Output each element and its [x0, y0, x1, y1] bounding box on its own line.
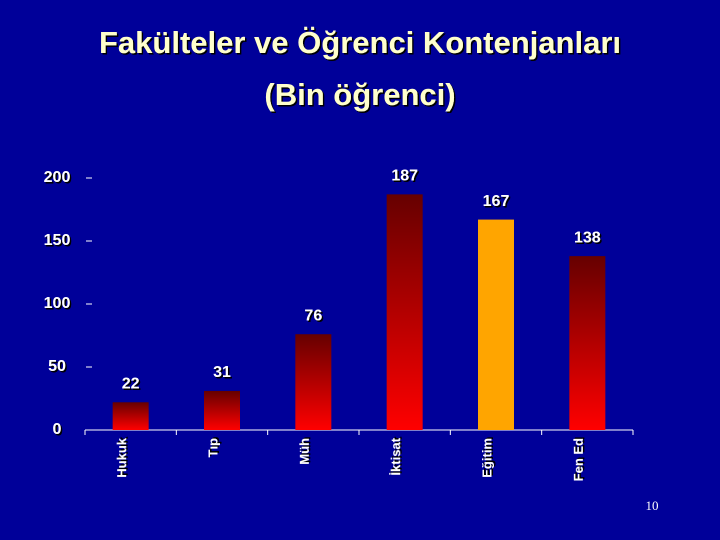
- x-tick-label: Eğitim: [479, 438, 494, 478]
- value-label: 22: [122, 375, 140, 392]
- x-tick-label: Fen Ed: [571, 438, 586, 481]
- value-label: 167: [483, 193, 510, 210]
- chart-title: Fakülteler ve Öğrenci Kontenjanları: [99, 25, 621, 60]
- bar: [295, 334, 332, 430]
- bar: [112, 402, 149, 430]
- y-tick-label: 100: [44, 295, 71, 312]
- y-tick-label: 150: [44, 232, 71, 249]
- page-number: 10: [646, 498, 659, 513]
- value-label: 31: [213, 364, 231, 381]
- y-tick-label: 200: [44, 169, 71, 186]
- x-tick-label: Hukuk: [114, 437, 129, 478]
- value-label: 76: [304, 307, 322, 324]
- x-tick-label: Müh: [297, 438, 312, 465]
- x-tick-label: İktisat: [388, 437, 403, 475]
- bar: [478, 219, 514, 430]
- x-tick-label: Tıp: [205, 438, 220, 458]
- chart-subtitle: (Bin öğrenci): [264, 77, 455, 112]
- y-tick-label: 50: [48, 358, 66, 375]
- bar: [204, 390, 240, 430]
- bar: [569, 256, 606, 430]
- y-tick-label: 0: [53, 421, 62, 438]
- value-label: 138: [574, 229, 601, 246]
- bar: [386, 194, 423, 430]
- value-label: 187: [391, 168, 418, 185]
